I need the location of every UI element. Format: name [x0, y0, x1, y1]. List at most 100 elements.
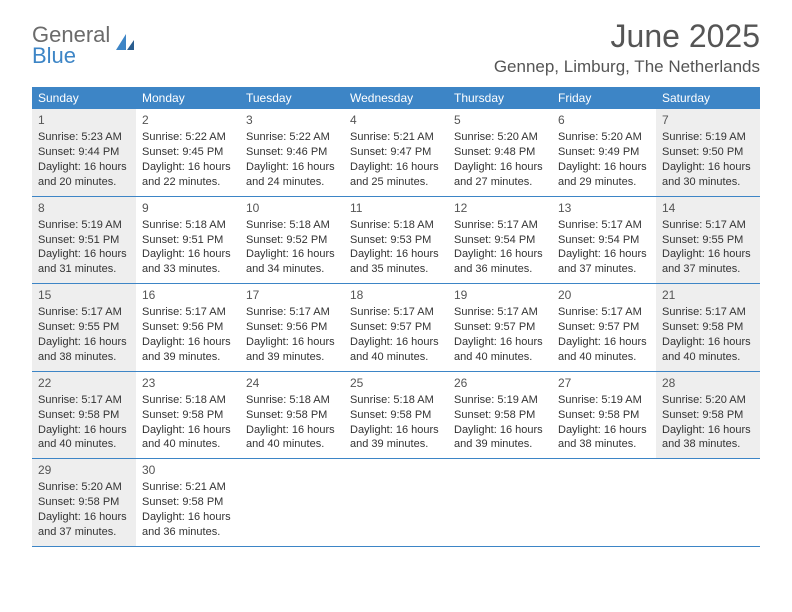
- day-cell: 22Sunrise: 5:17 AMSunset: 9:58 PMDayligh…: [32, 372, 136, 459]
- sunrise-text: Sunrise: 5:17 AM: [558, 218, 650, 233]
- sunset-text: Sunset: 9:56 PM: [142, 320, 234, 335]
- logo-sail-icon: [114, 32, 136, 59]
- day-cell: 9Sunrise: 5:18 AMSunset: 9:51 PMDaylight…: [136, 197, 240, 284]
- sunrise-text: Sunrise: 5:22 AM: [142, 130, 234, 145]
- day-cell: 3Sunrise: 5:22 AMSunset: 9:46 PMDaylight…: [240, 109, 344, 196]
- daylight-text: Daylight: 16 hours and 22 minutes.: [142, 160, 234, 190]
- day-cell: 30Sunrise: 5:21 AMSunset: 9:58 PMDayligh…: [136, 459, 240, 546]
- sunrise-text: Sunrise: 5:18 AM: [350, 218, 442, 233]
- logo: General Blue: [32, 18, 136, 67]
- logo-text-block: General Blue: [32, 24, 110, 67]
- day-cell: 15Sunrise: 5:17 AMSunset: 9:55 PMDayligh…: [32, 284, 136, 371]
- day-number: 22: [38, 375, 130, 391]
- day-cell: 27Sunrise: 5:19 AMSunset: 9:58 PMDayligh…: [552, 372, 656, 459]
- day-number: 10: [246, 200, 338, 216]
- day-number: 21: [662, 287, 754, 303]
- daylight-text: Daylight: 16 hours and 27 minutes.: [454, 160, 546, 190]
- day-cell: 11Sunrise: 5:18 AMSunset: 9:53 PMDayligh…: [344, 197, 448, 284]
- sunset-text: Sunset: 9:58 PM: [142, 408, 234, 423]
- day-cell: 26Sunrise: 5:19 AMSunset: 9:58 PMDayligh…: [448, 372, 552, 459]
- sunset-text: Sunset: 9:58 PM: [662, 320, 754, 335]
- daylight-text: Daylight: 16 hours and 31 minutes.: [38, 247, 130, 277]
- daylight-text: Daylight: 16 hours and 30 minutes.: [662, 160, 754, 190]
- sunrise-text: Sunrise: 5:17 AM: [662, 305, 754, 320]
- sunset-text: Sunset: 9:47 PM: [350, 145, 442, 160]
- sunrise-text: Sunrise: 5:19 AM: [38, 218, 130, 233]
- sunset-text: Sunset: 9:45 PM: [142, 145, 234, 160]
- day-number: 23: [142, 375, 234, 391]
- day-number: 28: [662, 375, 754, 391]
- sunset-text: Sunset: 9:55 PM: [662, 233, 754, 248]
- calendar-grid: SundayMondayTuesdayWednesdayThursdayFrid…: [32, 87, 760, 547]
- day-number: 6: [558, 112, 650, 128]
- empty-day-cell: [656, 459, 760, 546]
- day-cell: 21Sunrise: 5:17 AMSunset: 9:58 PMDayligh…: [656, 284, 760, 371]
- sunset-text: Sunset: 9:58 PM: [38, 495, 130, 510]
- daylight-text: Daylight: 16 hours and 39 minutes.: [142, 335, 234, 365]
- day-number: 13: [558, 200, 650, 216]
- daylight-text: Daylight: 16 hours and 40 minutes.: [350, 335, 442, 365]
- daylight-text: Daylight: 16 hours and 37 minutes.: [38, 510, 130, 540]
- daylight-text: Daylight: 16 hours and 37 minutes.: [558, 247, 650, 277]
- sunset-text: Sunset: 9:58 PM: [142, 495, 234, 510]
- sunrise-text: Sunrise: 5:19 AM: [454, 393, 546, 408]
- day-of-week-cell: Thursday: [448, 87, 552, 109]
- sunset-text: Sunset: 9:57 PM: [350, 320, 442, 335]
- daylight-text: Daylight: 16 hours and 38 minutes.: [662, 423, 754, 453]
- daylight-text: Daylight: 16 hours and 37 minutes.: [662, 247, 754, 277]
- day-number: 17: [246, 287, 338, 303]
- daylight-text: Daylight: 16 hours and 24 minutes.: [246, 160, 338, 190]
- day-cell: 1Sunrise: 5:23 AMSunset: 9:44 PMDaylight…: [32, 109, 136, 196]
- sunrise-text: Sunrise: 5:20 AM: [662, 393, 754, 408]
- sunset-text: Sunset: 9:58 PM: [38, 408, 130, 423]
- day-of-week-header-row: SundayMondayTuesdayWednesdayThursdayFrid…: [32, 87, 760, 109]
- empty-day-cell: [344, 459, 448, 546]
- daylight-text: Daylight: 16 hours and 36 minutes.: [142, 510, 234, 540]
- title-block: June 2025 Gennep, Limburg, The Netherlan…: [494, 18, 760, 77]
- daylight-text: Daylight: 16 hours and 40 minutes.: [142, 423, 234, 453]
- day-cell: 7Sunrise: 5:19 AMSunset: 9:50 PMDaylight…: [656, 109, 760, 196]
- sunset-text: Sunset: 9:57 PM: [558, 320, 650, 335]
- sunrise-text: Sunrise: 5:17 AM: [662, 218, 754, 233]
- day-number: 12: [454, 200, 546, 216]
- day-cell: 19Sunrise: 5:17 AMSunset: 9:57 PMDayligh…: [448, 284, 552, 371]
- day-cell: 14 Sunrise: 5:17 AMSunset: 9:55 PMDayligh…: [656, 197, 760, 284]
- sunrise-text: Sunrise: 5:17 AM: [454, 305, 546, 320]
- day-number: 14: [662, 200, 754, 216]
- sunrise-text: Sunrise: 5:18 AM: [350, 393, 442, 408]
- sunrise-text: Sunrise: 5:19 AM: [558, 393, 650, 408]
- day-number: 20: [558, 287, 650, 303]
- week-row: 1Sunrise: 5:23 AMSunset: 9:44 PMDaylight…: [32, 109, 760, 197]
- daylight-text: Daylight: 16 hours and 36 minutes.: [454, 247, 546, 277]
- day-cell: 5Sunrise: 5:20 AMSunset: 9:48 PMDaylight…: [448, 109, 552, 196]
- daylight-text: Daylight: 16 hours and 40 minutes.: [246, 423, 338, 453]
- sunset-text: Sunset: 9:58 PM: [454, 408, 546, 423]
- daylight-text: Daylight: 16 hours and 40 minutes.: [558, 335, 650, 365]
- daylight-text: Daylight: 16 hours and 38 minutes.: [38, 335, 130, 365]
- sunrise-text: Sunrise: 5:17 AM: [142, 305, 234, 320]
- day-cell: 10Sunrise: 5:18 AMSunset: 9:52 PMDayligh…: [240, 197, 344, 284]
- sunrise-text: Sunrise: 5:18 AM: [142, 393, 234, 408]
- day-cell: 23 Sunrise: 5:18 AMSunset: 9:58 PMDayligh…: [136, 372, 240, 459]
- sunrise-text: Sunrise: 5:17 AM: [350, 305, 442, 320]
- sunset-text: Sunset: 9:52 PM: [246, 233, 338, 248]
- sunset-text: Sunset: 9:58 PM: [350, 408, 442, 423]
- calendar-page: General Blue June 2025 Gennep, Limburg, …: [0, 0, 792, 563]
- day-number: 7: [662, 112, 754, 128]
- sunset-text: Sunset: 9:46 PM: [246, 145, 338, 160]
- sunset-text: Sunset: 9:54 PM: [558, 233, 650, 248]
- sunset-text: Sunset: 9:51 PM: [142, 233, 234, 248]
- daylight-text: Daylight: 16 hours and 33 minutes.: [142, 247, 234, 277]
- week-row: 8Sunrise: 5:19 AMSunset: 9:51 PMDaylight…: [32, 197, 760, 285]
- day-number: 26: [454, 375, 546, 391]
- sunrise-text: Sunrise: 5:19 AM: [662, 130, 754, 145]
- day-of-week-cell: Sunday: [32, 87, 136, 109]
- day-of-week-cell: Tuesday: [240, 87, 344, 109]
- daylight-text: Daylight: 16 hours and 20 minutes.: [38, 160, 130, 190]
- day-number: 15: [38, 287, 130, 303]
- sunrise-text: Sunrise: 5:17 AM: [558, 305, 650, 320]
- day-cell: 8Sunrise: 5:19 AMSunset: 9:51 PMDaylight…: [32, 197, 136, 284]
- sunrise-text: Sunrise: 5:21 AM: [350, 130, 442, 145]
- sunset-text: Sunset: 9:57 PM: [454, 320, 546, 335]
- week-row: 15Sunrise: 5:17 AMSunset: 9:55 PMDayligh…: [32, 284, 760, 372]
